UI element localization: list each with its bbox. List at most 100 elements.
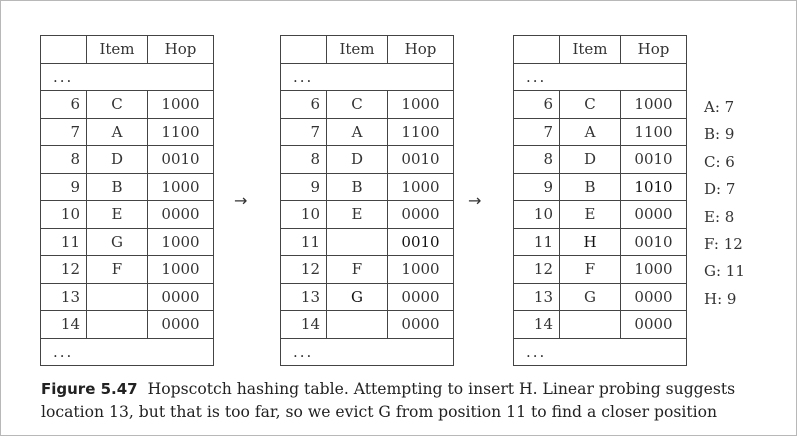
ellipsis-cell: ...	[513, 337, 687, 366]
hash-value: D: 7	[704, 180, 736, 199]
hash-value: A: 7	[704, 98, 735, 116]
ellipsis-row: ...	[280, 62, 454, 91]
table-header-row: Item Hop	[40, 35, 214, 64]
slot-hop: 1000	[387, 172, 454, 201]
hash-value: C: 6	[704, 152, 735, 171]
table-row: 13 0000	[40, 282, 214, 311]
slot-item	[86, 310, 148, 339]
table-header-row: Item Hop	[513, 35, 687, 64]
hash-value: H: 9	[704, 289, 737, 308]
slot-index: 11	[280, 227, 327, 256]
slot-hop: 1000	[620, 90, 687, 119]
slot-item: C	[326, 90, 388, 119]
ellipsis-cell: ...	[40, 337, 214, 366]
slot-hop: 0000	[387, 282, 454, 311]
right-arrow-icon: →	[468, 191, 482, 210]
slot-index: 9	[513, 172, 560, 201]
ellipsis-row: ...	[40, 337, 214, 366]
slot-hop: 0010	[147, 145, 214, 174]
slot-hop: 0010	[620, 145, 687, 174]
slot-index: 11	[513, 227, 560, 256]
index-column-header	[280, 35, 327, 64]
slot-hop: 1000	[387, 255, 454, 284]
slot-index: 14	[280, 310, 327, 339]
slot-hop: 1100	[147, 117, 214, 146]
ellipsis-row: ...	[513, 337, 687, 366]
slot-item: C	[86, 90, 148, 119]
hash-table-after-evict: Item Hop... 6 C 1000 7 A 1100 8 D 0010 9 B 1000 10 E 000…	[280, 35, 454, 366]
slot-item: G	[559, 282, 621, 311]
ellipsis-row: ...	[280, 337, 454, 366]
table-row: 13 G 0000	[513, 282, 687, 311]
slot-item: F	[559, 255, 621, 284]
slot-index: 11	[40, 227, 87, 256]
slot-item: A	[326, 117, 388, 146]
slot-index: 13	[280, 282, 327, 311]
slot-hop: 0000	[620, 200, 687, 229]
slot-hop: 1000	[147, 90, 214, 119]
slot-index: 12	[280, 255, 327, 284]
hop-column-header: Hop	[387, 35, 454, 64]
slot-index: 6	[40, 90, 87, 119]
hash-value: B: 9	[704, 125, 735, 144]
slot-hop: 0010	[387, 145, 454, 174]
table-header-row: Item Hop	[280, 35, 454, 64]
slot-item: E	[326, 200, 388, 229]
slot-item: G	[326, 282, 388, 311]
slot-item: B	[326, 172, 388, 201]
ellipsis-cell: ...	[280, 62, 454, 91]
slot-item: E	[559, 200, 621, 229]
hop-column-header: Hop	[620, 35, 687, 64]
slot-item: F	[326, 255, 388, 284]
hop-column-header: Hop	[147, 35, 214, 64]
slot-index: 14	[513, 310, 560, 339]
table-row: 14 0000	[280, 310, 454, 339]
right-arrow-icon: →	[234, 191, 248, 210]
slot-item: B	[86, 172, 148, 201]
slot-item: D	[86, 145, 148, 174]
slot-hop: 0000	[147, 282, 214, 311]
hash-value: E: 8	[704, 207, 735, 226]
index-column-header	[513, 35, 560, 64]
table-row: 7 A 1100	[513, 117, 687, 146]
table-row: 9 B 1010	[513, 172, 687, 201]
hash-values-list: A: 7 B: 9 C: 6 D: 7 E: 8 F: 12 G: 11 H: 9	[704, 94, 745, 313]
table-row: 7 A 1100	[40, 117, 214, 146]
slot-index: 9	[40, 172, 87, 201]
slot-item: E	[86, 200, 148, 229]
slot-index: 8	[280, 145, 327, 174]
slot-item: D	[559, 145, 621, 174]
table-row: 7 A 1100	[280, 117, 454, 146]
table-row: 6 C 1000	[280, 90, 454, 119]
item-column-header: Item	[559, 35, 621, 64]
ellipsis-cell: ...	[280, 337, 454, 366]
table-row: 11 H 0010	[513, 227, 687, 256]
table-row: 6 C 1000	[40, 90, 214, 119]
ellipsis-row: ...	[40, 62, 214, 91]
hash-table-after-insert: Item Hop... 6 C 1000 7 A 1100 8 D 0010 9 B 1010 10 E 000…	[513, 35, 687, 366]
slot-hop: 1000	[147, 172, 214, 201]
table-row: 9 B 1000	[40, 172, 214, 201]
slot-index: 6	[513, 90, 560, 119]
slot-index: 7	[40, 117, 87, 146]
slot-hop: 1100	[620, 117, 687, 146]
slot-index: 14	[40, 310, 87, 339]
table-row: 12 F 1000	[40, 255, 214, 284]
slot-index: 9	[280, 172, 327, 201]
table-row: 12 F 1000	[513, 255, 687, 284]
slot-hop: 0000	[387, 200, 454, 229]
slot-index: 10	[280, 200, 327, 229]
ellipsis-cell: ...	[40, 62, 214, 91]
slot-item: B	[559, 172, 621, 201]
slot-index: 10	[513, 200, 560, 229]
item-column-header: Item	[86, 35, 148, 64]
table-row: 9 B 1000	[280, 172, 454, 201]
slot-index: 10	[40, 200, 87, 229]
slot-hop: 0010	[387, 227, 454, 256]
figure-caption: Figure 5.47 Hopscotch hashing table. Atte…	[41, 378, 789, 424]
slot-hop: 1010	[620, 172, 687, 201]
slot-hop: 0000	[620, 310, 687, 339]
slot-item: A	[86, 117, 148, 146]
table-row: 10 E 0000	[280, 200, 454, 229]
item-column-header: Item	[326, 35, 388, 64]
